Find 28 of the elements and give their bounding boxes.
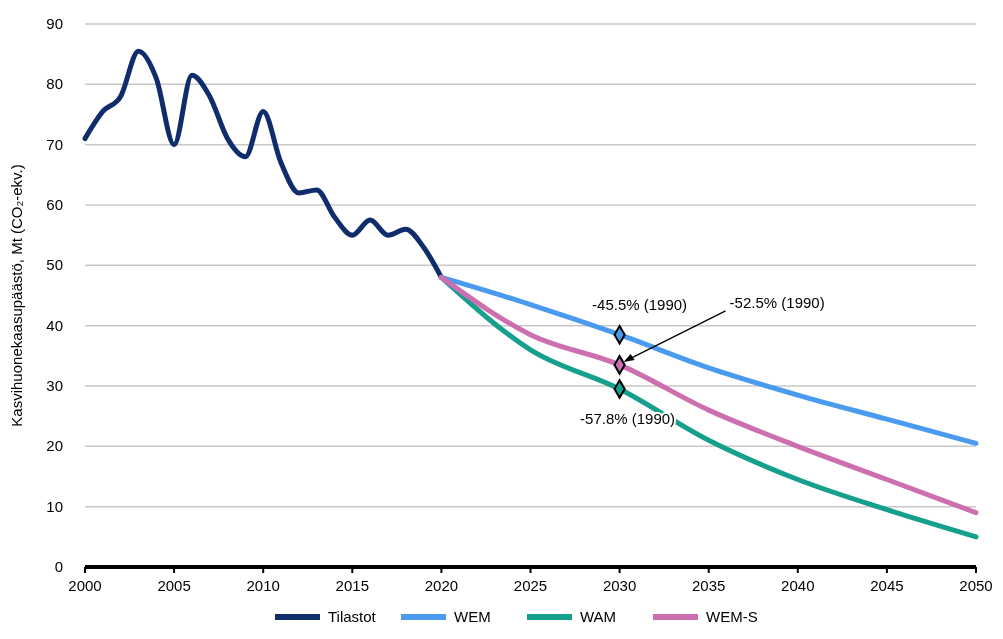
x-tick-label: 2005 bbox=[157, 577, 191, 594]
y-tick-label: 50 bbox=[46, 256, 63, 274]
y-tick-label: 40 bbox=[46, 316, 63, 334]
x-tick-label: 2010 bbox=[246, 577, 280, 594]
x-tick-label: 2035 bbox=[692, 577, 726, 594]
y-tick-label: 80 bbox=[46, 75, 63, 93]
y-tick-label: 60 bbox=[46, 196, 63, 213]
legend-label: WEM-S bbox=[706, 608, 758, 625]
x-tick-label: 2050 bbox=[959, 577, 993, 594]
legend-label: Tilastot bbox=[328, 608, 377, 625]
x-tick-label: 2015 bbox=[335, 577, 369, 594]
y-tick-label: 30 bbox=[46, 377, 63, 394]
x-tick-label: 2045 bbox=[870, 577, 904, 594]
x-tick-label: 2040 bbox=[781, 577, 815, 594]
legend-label: WAM bbox=[580, 608, 617, 625]
y-tick-label: 0 bbox=[54, 558, 63, 575]
y-tick-label: 70 bbox=[46, 135, 63, 153]
y-tick-label: 10 bbox=[46, 497, 63, 515]
annotation: -52.5% (1990) bbox=[729, 293, 825, 311]
legend-label: WEM bbox=[454, 608, 491, 625]
y-tick-label: 90 bbox=[46, 15, 63, 32]
y-axis-title: Kasvihuonekaasupäästö, Mt (CO₂-ekv.) bbox=[8, 164, 25, 427]
x-tick-label: 2000 bbox=[68, 577, 102, 594]
y-tick-label: 20 bbox=[46, 437, 63, 455]
x-tick-label: 2030 bbox=[602, 577, 637, 594]
x-tick-label: 2025 bbox=[513, 577, 548, 594]
annotation: -45.5% (1990) bbox=[592, 295, 688, 313]
x-tick-label: 2020 bbox=[424, 577, 459, 594]
